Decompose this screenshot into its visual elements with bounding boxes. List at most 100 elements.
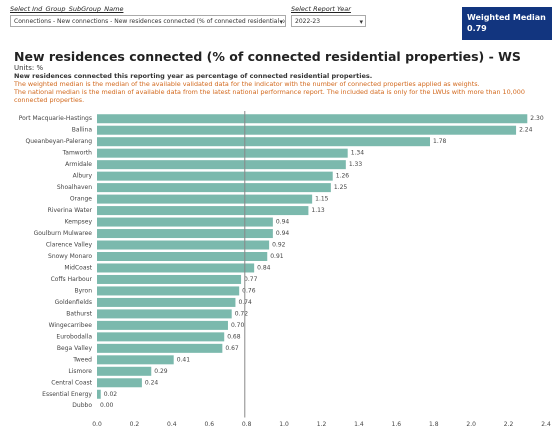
filter-label: Select Ind_Group_SubGroup_Name	[10, 5, 124, 13]
x-tick-label: 0.4	[167, 421, 177, 427]
bar	[97, 355, 174, 365]
x-tick-label: 1.4	[354, 421, 364, 427]
filter-label: Select Report Year	[291, 5, 351, 13]
x-tick-label: 0.6	[204, 421, 214, 427]
bar	[97, 160, 346, 170]
value-label: 2.30	[530, 115, 544, 122]
x-tick-label: 2.4	[541, 421, 551, 427]
bar	[97, 114, 528, 124]
value-label: 0.77	[244, 276, 258, 283]
y-tick-label: Byron	[75, 287, 93, 294]
note: The weighted median is the median of the…	[14, 80, 480, 88]
y-tick-label: Snowy Monaro	[48, 253, 92, 260]
bar	[97, 286, 240, 296]
x-tick-label: 1.0	[279, 421, 289, 427]
y-tick-label: Coffs Harbour	[51, 276, 93, 283]
bar	[97, 137, 431, 147]
y-tick-label: Tamworth	[62, 150, 93, 157]
y-tick-label: Essential Energy	[42, 391, 92, 398]
y-tick-label: Orange	[70, 196, 92, 203]
value-label: 0.67	[225, 345, 239, 352]
y-tick-label: Bathurst	[66, 310, 92, 317]
value-label: 1.25	[334, 184, 348, 191]
x-tick-label: 1.8	[429, 421, 439, 427]
y-tick-label: Ballina	[72, 127, 93, 134]
y-tick-label: Shoalhaven	[57, 184, 92, 191]
bar	[97, 274, 242, 284]
x-tick-label: 1.2	[317, 421, 327, 427]
value-label: 0.00	[100, 402, 114, 409]
value-label: 1.33	[349, 161, 363, 168]
y-tick-label: Queanbeyan-Palerang	[25, 138, 92, 145]
bar	[97, 263, 255, 273]
value-label: 0.94	[276, 219, 290, 226]
bar	[97, 206, 309, 216]
value-label: 1.26	[336, 173, 350, 180]
bar	[97, 389, 101, 399]
y-tick-label: Dubbo	[72, 402, 92, 409]
y-tick-label: Eurobodalla	[56, 333, 92, 340]
value-label: 0.02	[104, 391, 118, 398]
x-tick-label: 0.2	[130, 421, 140, 427]
y-tick-label: Lismore	[68, 368, 92, 375]
x-tick-label: 2.2	[504, 421, 514, 427]
bar	[97, 171, 333, 181]
notes: The weighted median is the median of the…	[14, 80, 544, 104]
value-label: 1.78	[433, 138, 447, 145]
y-tick-label: Kempsey	[65, 219, 93, 226]
bar	[97, 217, 273, 227]
chart: 0.0 0.2 0.4 0.6 0.8 1.0 1.2 1.4 1.6 1.8 2.0 2.2 2.4 P…	[19, 111, 551, 427]
value-label: 0.84	[257, 264, 271, 271]
bar	[97, 378, 142, 388]
value-label: 0.91	[270, 253, 284, 260]
value-label: 1.13	[311, 207, 325, 214]
value-label: 0.41	[177, 356, 191, 363]
bar	[97, 343, 223, 353]
dropdown[interactable]: 2022-23	[291, 15, 366, 27]
bar	[97, 297, 236, 307]
bar	[97, 148, 348, 158]
value-label: 0.94	[276, 230, 290, 237]
y-tick-label: Goldenfields	[55, 299, 92, 306]
value-label: 1.34	[351, 150, 365, 157]
x-tick-label: 1.6	[392, 421, 402, 427]
value-label: 0.24	[145, 379, 159, 386]
y-tick-label: Tweed	[72, 356, 92, 363]
value-label: 0.68	[227, 333, 241, 340]
value-label: 2.24	[519, 127, 533, 134]
units: Units: %	[14, 64, 44, 72]
dropdown[interactable]: Connections - New connections - New resi…	[10, 15, 286, 27]
chart-title: New residences connected (% of connected…	[14, 49, 521, 64]
value-label: 0.76	[242, 287, 256, 294]
x-tick-label: 0.8	[242, 421, 252, 427]
subtitle: New residences connected this reporting …	[14, 72, 373, 80]
y-tick-label: Wingecarribee	[49, 322, 93, 329]
bar	[97, 125, 517, 135]
value-label: 0.92	[272, 242, 286, 249]
bar	[97, 252, 268, 261]
y-tick-label: MidCoast	[64, 264, 92, 271]
note: The national median is the median of ava…	[14, 88, 525, 104]
bar	[97, 229, 273, 239]
kpi-card: Weighted Median 0.79	[462, 7, 552, 40]
y-tick-label: Goulburn Mulwaree	[34, 230, 93, 237]
bar	[97, 332, 225, 342]
value-label: 0.70	[231, 322, 245, 329]
bar	[97, 194, 313, 204]
y-tick-label: Riverina Water	[48, 207, 93, 214]
y-tick-label: Albury	[73, 173, 93, 180]
x-tick-label: 0.0	[92, 421, 102, 427]
y-tick-label: Armidale	[65, 161, 92, 168]
value-label: 0.72	[235, 310, 249, 317]
bar	[97, 366, 152, 376]
y-tick-label: Central Coast	[51, 379, 92, 386]
bar	[97, 309, 232, 319]
value-label: 1.15	[315, 196, 329, 203]
x-tick-label: 2.0	[466, 421, 476, 427]
bar	[97, 240, 270, 250]
y-tick-label: Port Macquarie-Hastings	[19, 115, 92, 122]
kpi-label: Weighted Median	[467, 13, 546, 22]
bar	[97, 183, 331, 193]
y-tick-label: Clarence Valley	[46, 242, 93, 249]
